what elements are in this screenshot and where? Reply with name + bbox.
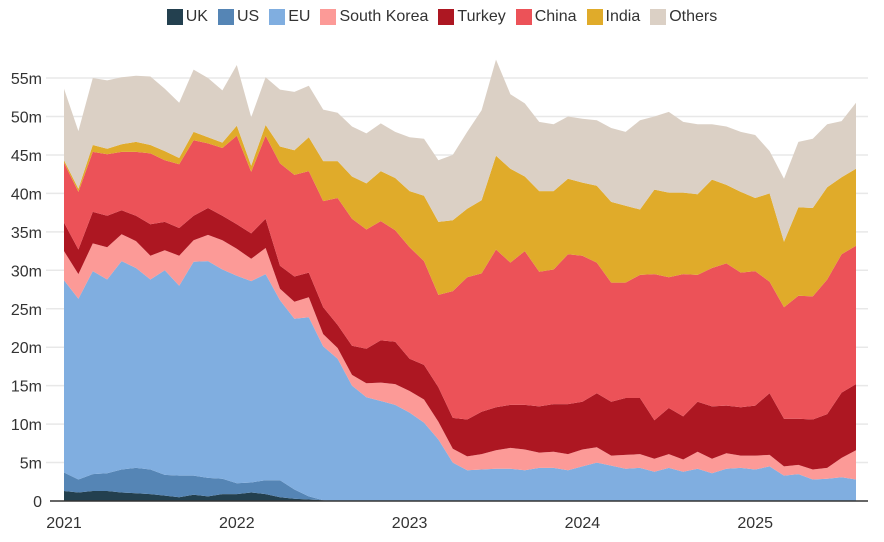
legend-item[interactable]: Others — [650, 8, 717, 26]
area-china — [64, 135, 856, 421]
y-tick-label: 25m — [11, 302, 42, 319]
axes: 0 5m 10m 15m 20m 25m 30m 35m 40m 45m 50m 55m 2021 202… — [11, 71, 868, 532]
y-tick-label: 15m — [11, 379, 42, 396]
y-tick-label: 30m — [11, 263, 42, 280]
legend-item[interactable]: China — [515, 8, 577, 26]
y-tick-label: 10m — [11, 417, 42, 434]
legend-swatch — [217, 9, 234, 25]
legend-label: Others — [669, 8, 718, 25]
legend-label: EU — [288, 8, 311, 25]
legend-swatch — [515, 9, 532, 25]
x-tick-label: 2021 — [46, 515, 82, 532]
legend-label: China — [534, 8, 577, 25]
x-tick-label: 2023 — [392, 515, 428, 532]
y-tick-label: 35m — [11, 225, 42, 242]
legend-label: India — [605, 8, 641, 25]
legend-swatch — [650, 9, 667, 25]
legend-item[interactable]: UK — [166, 8, 208, 26]
area-south-korea — [64, 234, 856, 480]
legend-swatch — [320, 9, 337, 25]
y-tick-label: 45m — [11, 148, 42, 165]
y-tick-label: 5m — [20, 456, 42, 473]
legend-swatch — [269, 9, 286, 25]
areas — [64, 59, 856, 501]
x-tick-label: 2024 — [565, 515, 601, 532]
legend-swatch — [166, 9, 183, 25]
area-india — [64, 125, 856, 308]
legend-label: South Korea — [339, 8, 429, 25]
y-tick-label: 0 — [33, 494, 42, 511]
legend-item[interactable]: Turkey — [438, 8, 506, 26]
legend-label: US — [236, 8, 260, 25]
legend-item[interactable]: EU — [269, 8, 310, 26]
legend-label: UK — [185, 8, 208, 25]
legend-item[interactable]: South Korea — [320, 8, 428, 26]
legend-item[interactable]: US — [217, 8, 260, 26]
legend: UK US EU South Korea Turkey China India Others — [0, 8, 884, 26]
y-tick-label: 55m — [11, 71, 42, 88]
area-others — [64, 59, 856, 242]
area-uk — [64, 491, 856, 501]
legend-item[interactable]: India — [586, 8, 641, 26]
area-turkey — [64, 208, 856, 470]
legend-swatch — [586, 9, 603, 25]
y-tick-label: 40m — [11, 186, 42, 203]
x-tick-label: 2025 — [737, 515, 773, 532]
y-tick-label: 20m — [11, 340, 42, 357]
x-tick-label: 2022 — [219, 515, 255, 532]
area-eu — [64, 261, 856, 501]
legend-label: Turkey — [457, 8, 506, 25]
area-us — [64, 467, 856, 501]
y-tick-label: 50m — [11, 110, 42, 127]
legend-swatch — [438, 9, 455, 25]
